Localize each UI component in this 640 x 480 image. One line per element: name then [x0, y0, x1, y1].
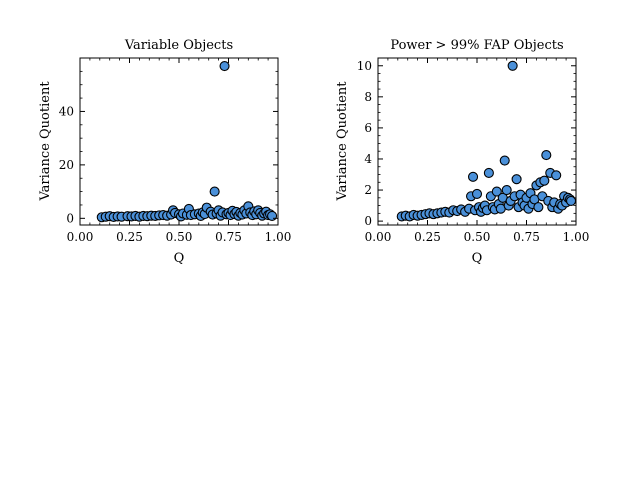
data-point — [491, 186, 502, 197]
x-tick-label: 0.25 — [414, 230, 441, 244]
y-tick-label: 6 — [364, 121, 372, 135]
y-axis-label: Variance Quotient — [38, 81, 53, 202]
data-point — [533, 202, 544, 213]
data-point — [483, 167, 494, 179]
data-point — [471, 188, 483, 199]
chart-title: Power > 99% FAP Objects — [390, 38, 563, 53]
x-tick-label: 0.00 — [365, 230, 392, 244]
data-point — [511, 174, 522, 185]
chart-title: Variable Objects — [124, 38, 233, 53]
data-point — [209, 186, 220, 197]
y-tick-label: 4 — [364, 152, 372, 166]
data-point — [219, 60, 230, 72]
data-point — [539, 175, 550, 186]
data-point — [501, 185, 512, 196]
data-point — [499, 155, 510, 166]
y-tick-label: 8 — [364, 90, 372, 104]
data-points — [396, 60, 577, 222]
plot-frame — [377, 57, 577, 226]
x-axis-label: Q — [472, 251, 483, 266]
y-tick-label: 40 — [59, 104, 74, 118]
x-tick-label: 0.25 — [116, 230, 143, 244]
plot-frame — [79, 57, 279, 226]
x-tick-label: 0.00 — [67, 230, 94, 244]
data-point — [467, 171, 479, 182]
x-tick-label: 1.00 — [265, 230, 292, 244]
data-point — [507, 60, 518, 71]
y-axis-label: Variance Quotient — [335, 81, 350, 202]
data-point — [551, 170, 562, 181]
y-tick-label: 0 — [66, 211, 74, 225]
data-points — [96, 60, 278, 223]
x-tick-label: 1.00 — [563, 230, 590, 244]
x-tick-label: 0.75 — [513, 230, 540, 244]
y-tick-label: 20 — [59, 158, 74, 172]
data-point — [541, 150, 552, 161]
data-point — [267, 210, 278, 221]
x-axis-label: Q — [174, 251, 185, 266]
axis-ticks: 0.00 0.25 0.50 0.75 1.00 0 2 4 6 8 10 — [357, 57, 590, 244]
y-tick-label: 0 — [364, 214, 372, 228]
y-tick-label: 10 — [357, 59, 372, 73]
x-tick-label: 0.50 — [166, 230, 193, 244]
chart-power-fap-objects: Power > 99% FAP Objects Q Variance Quoti… — [335, 38, 589, 266]
x-tick-label: 0.50 — [464, 230, 491, 244]
y-tick-label: 2 — [364, 183, 372, 197]
chart-variable-objects: Variable Objects Q Variance Quotient 0.0… — [38, 38, 291, 266]
x-tick-label: 0.75 — [215, 230, 242, 244]
